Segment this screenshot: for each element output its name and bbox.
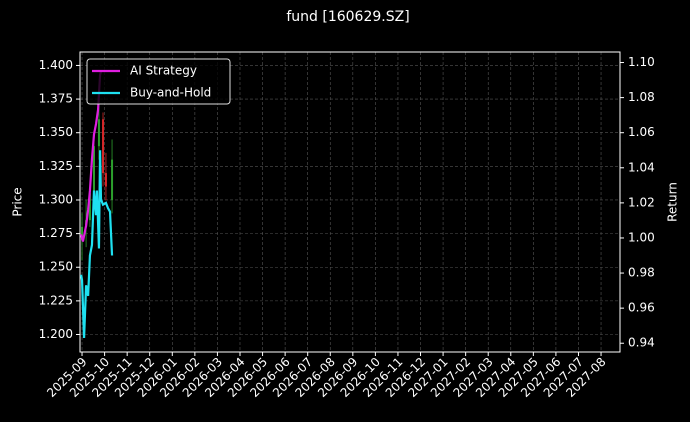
y2-tick-label: 1.08 <box>628 90 655 104</box>
y2-tick-label: 1.10 <box>628 55 655 69</box>
y-tick-label: 1.300 <box>39 192 73 206</box>
candle-body <box>104 173 107 187</box>
candle-body <box>97 119 100 147</box>
y2-tick-label: 0.94 <box>628 336 655 350</box>
y-tick-label: 1.375 <box>39 92 73 106</box>
y-tick-label: 1.400 <box>39 58 73 72</box>
y-tick-label: 1.200 <box>39 327 73 341</box>
chart-title: fund [160629.SZ] <box>286 9 409 25</box>
candle-body <box>111 159 114 200</box>
y-tick-label: 1.350 <box>39 125 73 139</box>
candle-body <box>102 119 105 174</box>
y2-tick-label: 1.06 <box>628 125 655 139</box>
y2-tick-label: 0.96 <box>628 301 655 315</box>
y-tick-label: 1.275 <box>39 226 73 240</box>
y-tick-label: 1.325 <box>39 159 73 173</box>
legend-label: AI Strategy <box>130 64 197 78</box>
y2-axis-label: Return <box>666 182 680 222</box>
candle-body <box>92 146 95 194</box>
y-axis-label: Price <box>11 187 25 216</box>
candle-body <box>88 193 91 221</box>
y2-tick-label: 0.98 <box>628 266 655 280</box>
legend-label: Buy-and-Hold <box>130 86 211 100</box>
y2-tick-label: 1.02 <box>628 195 655 209</box>
legend: AI Strategy Buy-and-Hold <box>86 58 231 105</box>
candle-body <box>81 226 84 241</box>
y2-tick-label: 1.04 <box>628 160 655 174</box>
plot-frame <box>79 51 621 353</box>
y-tick-label: 1.250 <box>39 260 73 274</box>
y2-tick-label: 1.00 <box>628 230 655 244</box>
series-line <box>80 150 114 339</box>
y-tick-label: 1.225 <box>39 293 73 307</box>
legend-box <box>86 58 231 105</box>
